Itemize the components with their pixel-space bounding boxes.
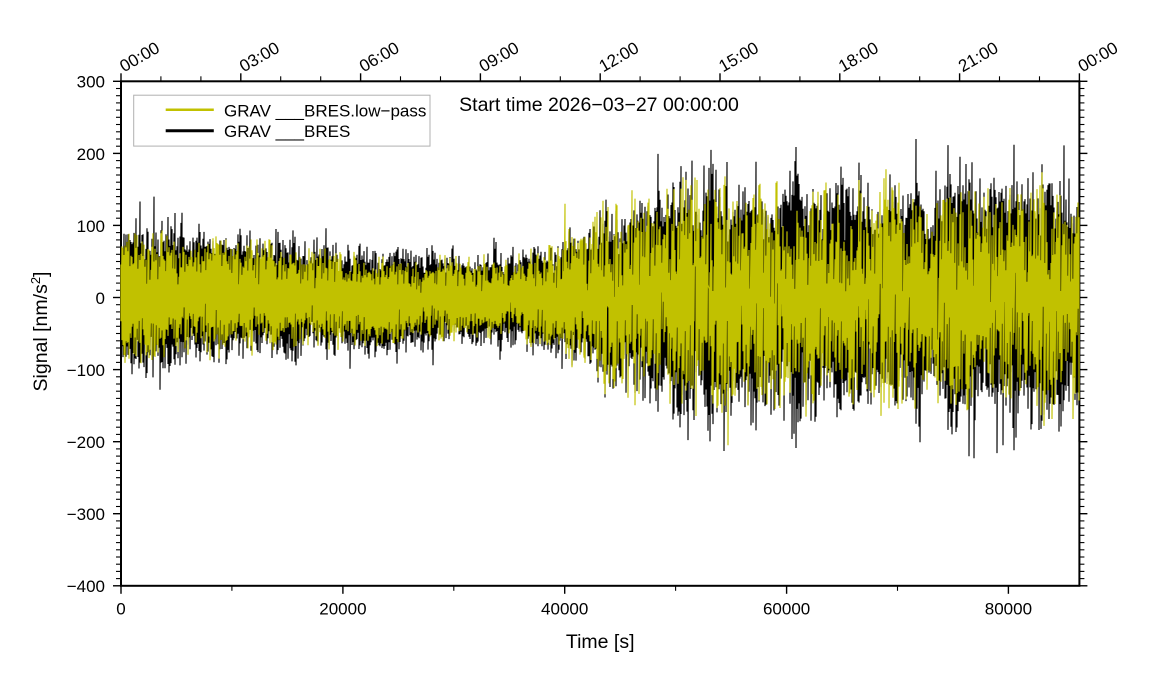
svg-text:60000: 60000 bbox=[763, 599, 810, 618]
svg-text:−100: −100 bbox=[67, 361, 105, 380]
svg-text:Start time 2026−03−27 00:00:00: Start time 2026−03−27 00:00:00 bbox=[459, 94, 739, 116]
svg-text:−300: −300 bbox=[67, 505, 105, 524]
svg-text:40000: 40000 bbox=[541, 599, 588, 618]
svg-text:200: 200 bbox=[77, 145, 105, 164]
svg-text:0: 0 bbox=[96, 289, 105, 308]
svg-text:100: 100 bbox=[77, 217, 105, 236]
svg-text:Time [s]: Time [s] bbox=[566, 631, 635, 653]
svg-text:Signal [nm/s2]: Signal [nm/s2] bbox=[28, 272, 52, 392]
svg-text:20000: 20000 bbox=[319, 599, 366, 618]
svg-text:GRAV ___BRES: GRAV ___BRES bbox=[224, 122, 350, 141]
svg-text:300: 300 bbox=[77, 73, 105, 92]
svg-text:0: 0 bbox=[116, 599, 125, 618]
svg-text:GRAV ___BRES.low−pass: GRAV ___BRES.low−pass bbox=[224, 101, 426, 120]
svg-text:80000: 80000 bbox=[985, 599, 1032, 618]
svg-text:−200: −200 bbox=[67, 433, 105, 452]
svg-text:−400: −400 bbox=[67, 577, 105, 596]
